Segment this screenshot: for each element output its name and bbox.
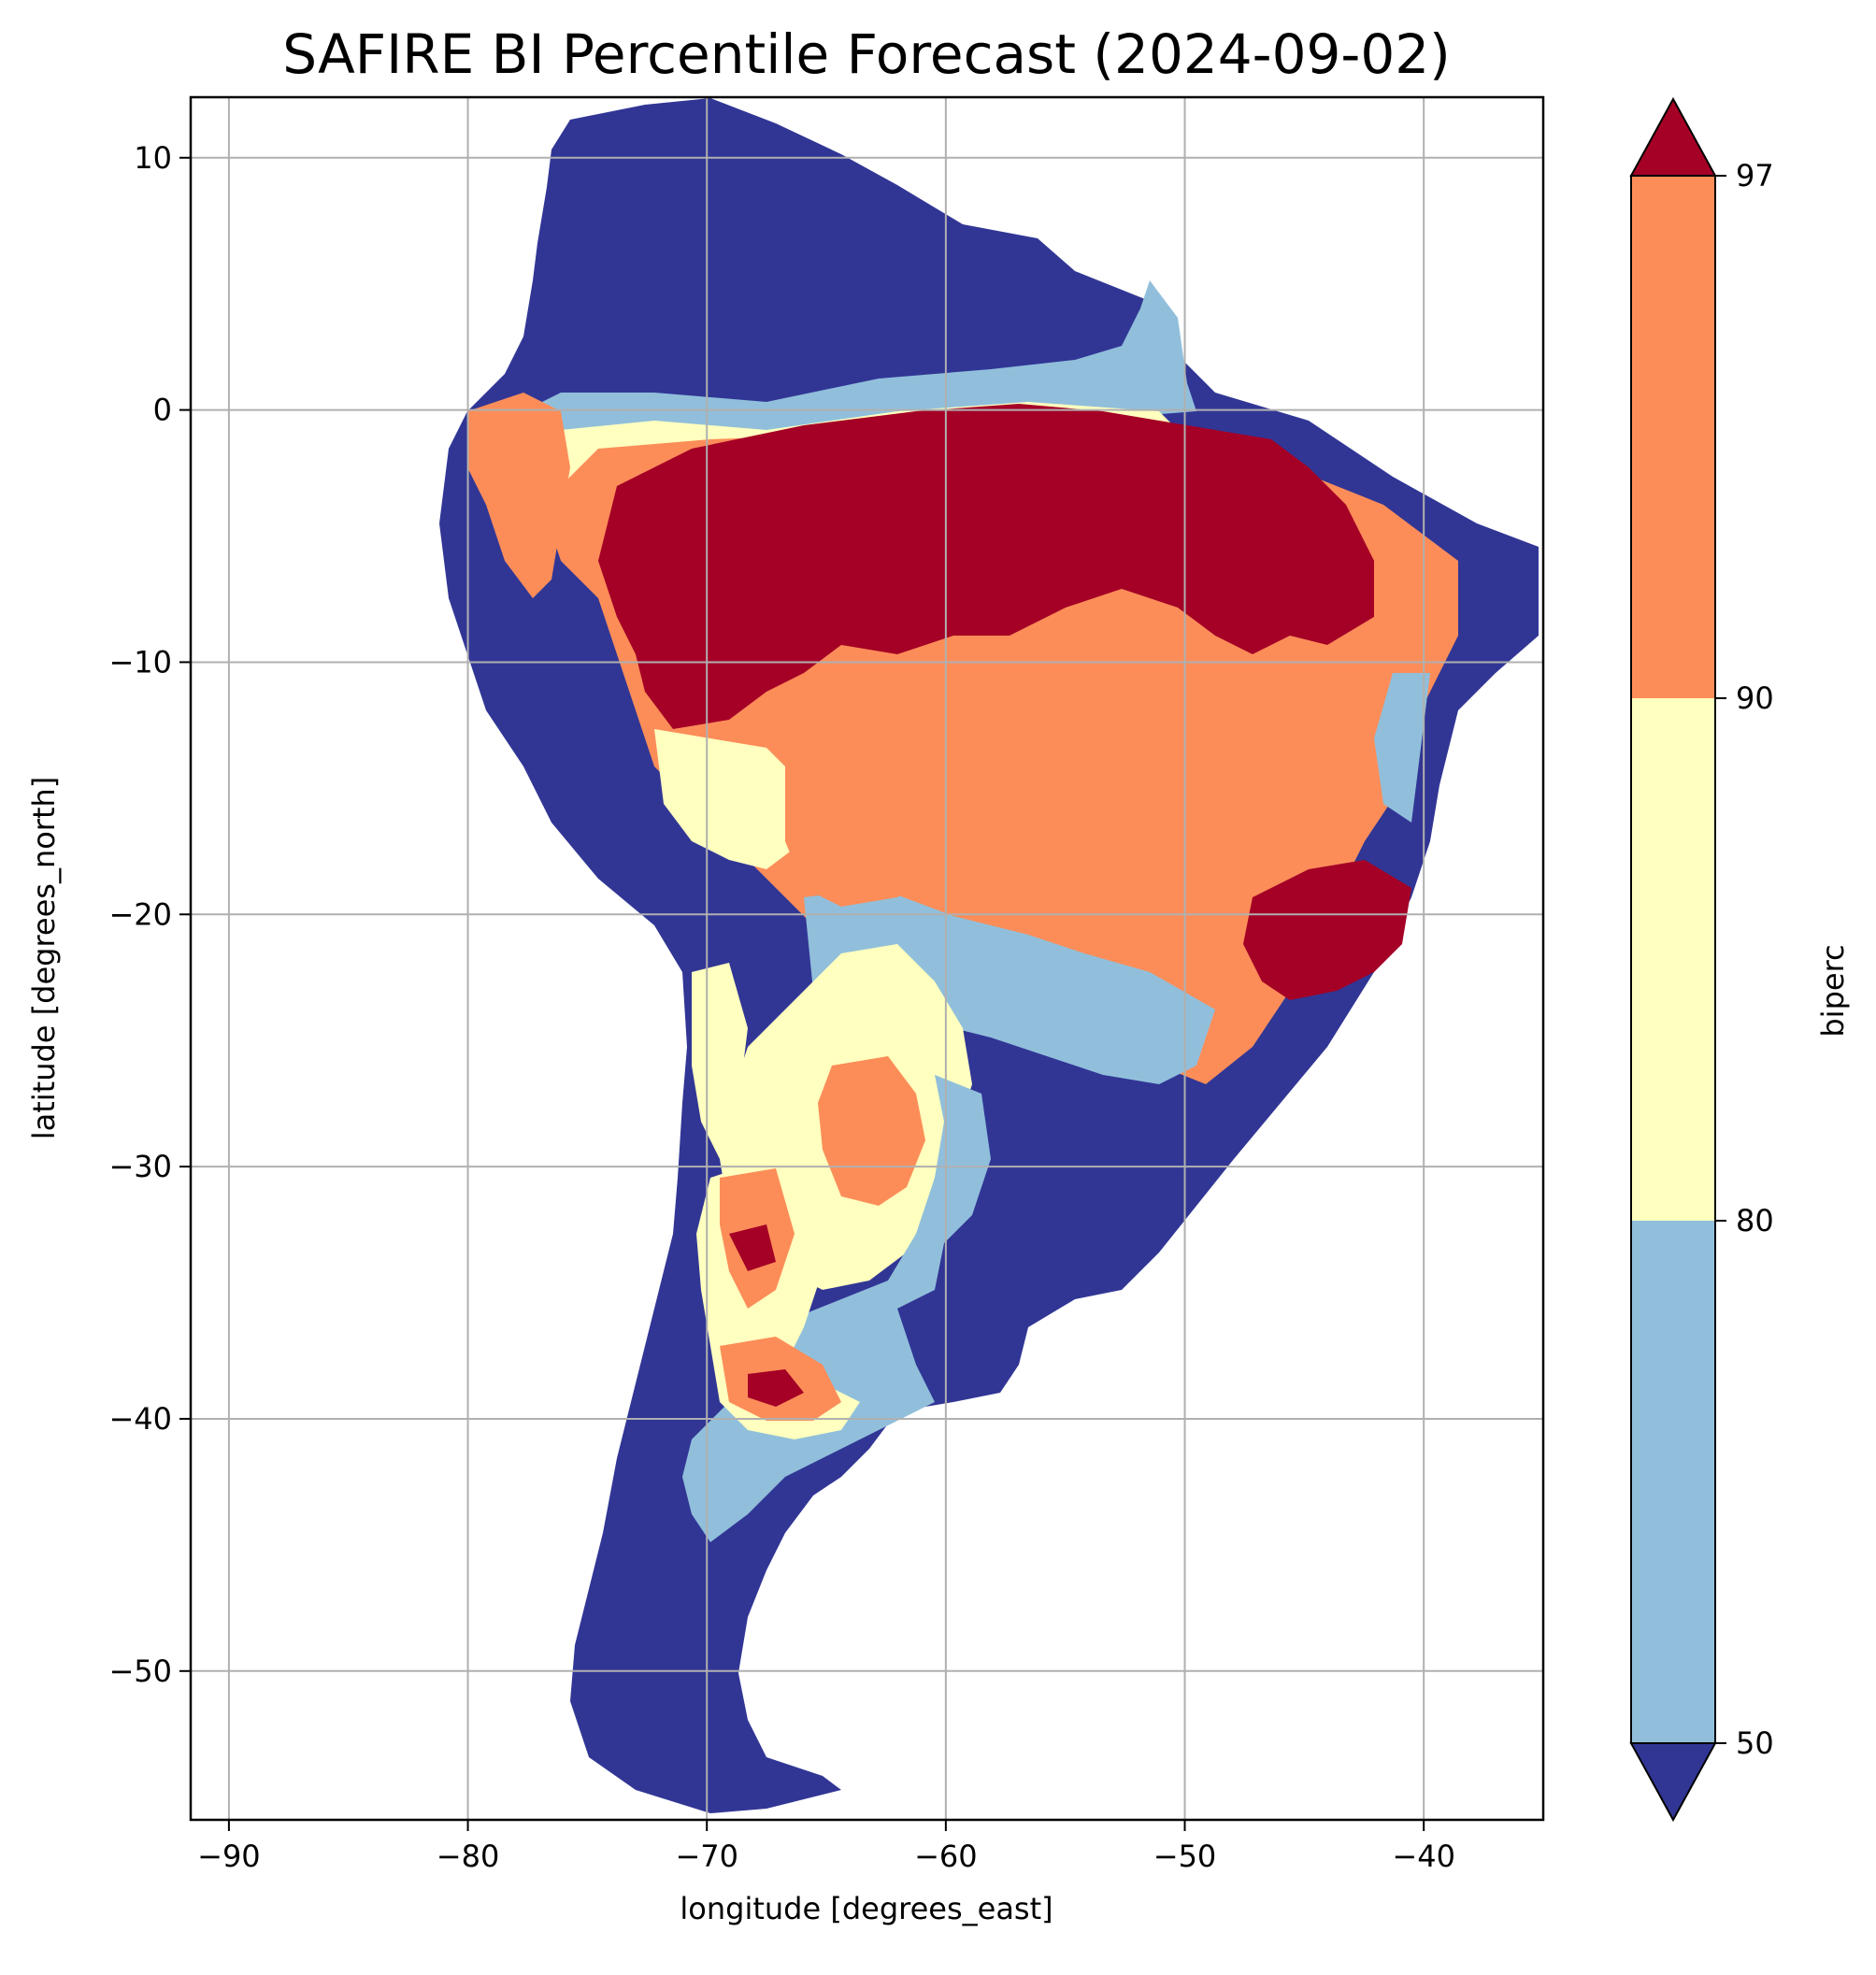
colorbar-bin [1631, 698, 1715, 1221]
y-ticks: 10 0 −10 −20 −30 −40 −50 [108, 140, 191, 1689]
colorbar: 50 80 90 97 [1629, 96, 1774, 1823]
chart-title: SAFIRE BI Percentile Forecast (2024-09-0… [282, 22, 1451, 86]
y-tick-label: 0 [153, 393, 172, 428]
x-tick-label: −50 [1153, 1839, 1217, 1874]
y-tick-label: −20 [108, 896, 172, 932]
colorbar-tick-label: 50 [1736, 1725, 1774, 1761]
x-tick-label: −80 [437, 1839, 500, 1874]
colorbar-tick-label: 80 [1736, 1203, 1774, 1238]
region-80-90-peru [654, 729, 804, 869]
x-tick-label: −90 [197, 1839, 261, 1874]
map-layer [439, 98, 1539, 1813]
colorbar-tick-label: 97 [1736, 158, 1774, 193]
colorbar-frame [1630, 175, 1716, 1744]
region-over-97-southeast [1243, 860, 1411, 1000]
y-tick-label: −30 [108, 1149, 172, 1184]
region-90-97-bolivia [785, 748, 972, 907]
region-80-90-chile-north [692, 963, 748, 1159]
colorbar-bin [1631, 1221, 1715, 1743]
x-ticks: −90 −80 −70 −60 −50 −40 [197, 1820, 1455, 1874]
colorbar-tick-label: 90 [1736, 680, 1774, 716]
x-tick-label: −60 [914, 1839, 978, 1874]
colorbar-bin [1631, 176, 1715, 698]
colorbar-under-extension [1629, 1742, 1717, 1823]
y-tick-label: 10 [134, 140, 172, 176]
x-axis-label: longitude [degrees_east] [680, 1891, 1053, 1926]
region-over-97-cuyo [729, 1224, 776, 1271]
y-tick-label: −40 [108, 1401, 172, 1437]
x-tick-label: −70 [675, 1839, 738, 1874]
region-over-97-amazon [598, 404, 1374, 729]
region-50-80-east [1374, 673, 1430, 823]
y-axis-label: latitude [degrees_north] [26, 777, 62, 1140]
x-tick-label: −40 [1392, 1839, 1455, 1874]
region-over-97-neuquen [748, 1369, 804, 1407]
y-tick-label: −50 [108, 1653, 172, 1689]
region-50-80-south [804, 888, 1215, 1084]
axes-frame [189, 95, 1545, 1822]
region-90-97-chaco [818, 1056, 925, 1206]
gridlines [191, 97, 1543, 1820]
colorbar-over-extension [1629, 96, 1717, 177]
y-tick-label: −10 [108, 644, 172, 680]
colorbar-label: biperc [1815, 944, 1851, 1037]
region-mixed-andes-north [467, 393, 570, 598]
